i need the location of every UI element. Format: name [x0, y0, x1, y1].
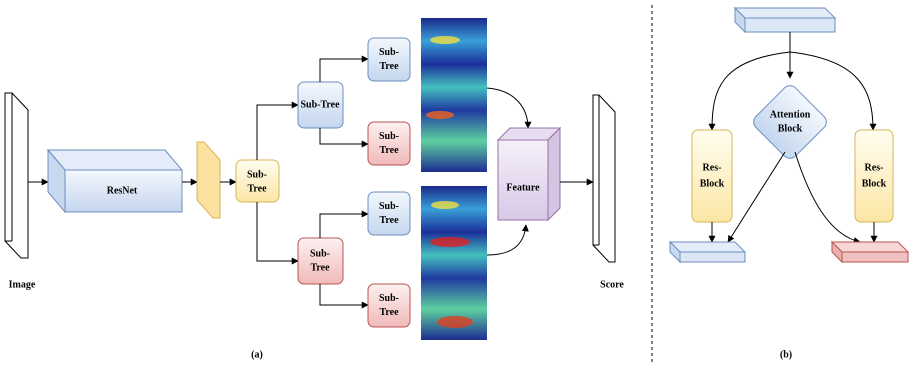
attention-label: Block: [778, 123, 803, 134]
leaf-tree: [368, 192, 410, 235]
output-slab: [842, 252, 908, 262]
tree-label: Sub-: [379, 47, 399, 58]
resnet-label: ResNet: [107, 185, 138, 196]
tree-label: Sub-Tree: [300, 99, 340, 110]
resnet-top: [48, 150, 182, 170]
tree-label: Sub-: [379, 131, 399, 142]
score-label: Score: [600, 279, 624, 290]
feature-map: [197, 142, 220, 218]
panel-b: Attention Block Res- Block Res- Block (b…: [670, 8, 908, 360]
leaf-tree: [368, 284, 410, 327]
image-label: Image: [9, 279, 36, 290]
tree-label: Tree: [247, 183, 267, 194]
feature-label: Feature: [506, 182, 540, 193]
score-slab: [593, 95, 615, 262]
caption: (b): [780, 349, 792, 360]
tree-label: Tree: [379, 61, 399, 72]
leaf-tree: [368, 122, 410, 165]
attention-block: [750, 82, 829, 161]
feature-box: [498, 140, 548, 220]
tree-label: Sub-: [379, 201, 399, 212]
output-slab: [680, 252, 745, 262]
tree-label: Sub-: [247, 169, 267, 180]
tree-label: Sub-: [379, 293, 399, 304]
attention-label: Attention: [770, 109, 811, 120]
mid-tree: [298, 238, 343, 284]
tree-label: Tree: [379, 215, 399, 226]
res-label: Block: [700, 178, 725, 189]
res-block: [692, 130, 732, 222]
diagram: Image ResNet Sub- Tree Sub-Tree Sub- Tre…: [0, 0, 914, 366]
caption: (a): [251, 349, 263, 360]
res-label: Block: [862, 178, 887, 189]
res-label: Res-: [865, 162, 884, 173]
tree-label: Tree: [310, 262, 330, 273]
image-slab: [5, 93, 28, 258]
root-tree: [236, 160, 279, 202]
tree-label: Tree: [379, 307, 399, 318]
res-block: [855, 130, 893, 222]
tree-label: Tree: [379, 145, 399, 156]
panel-a: Image ResNet Sub- Tree Sub-Tree Sub- Tre…: [5, 18, 624, 360]
feature-side: [548, 128, 560, 220]
tree-label: Sub-: [310, 248, 330, 259]
input-slab: [745, 18, 835, 32]
res-label: Res-: [703, 162, 722, 173]
leaf-tree: [368, 38, 410, 81]
